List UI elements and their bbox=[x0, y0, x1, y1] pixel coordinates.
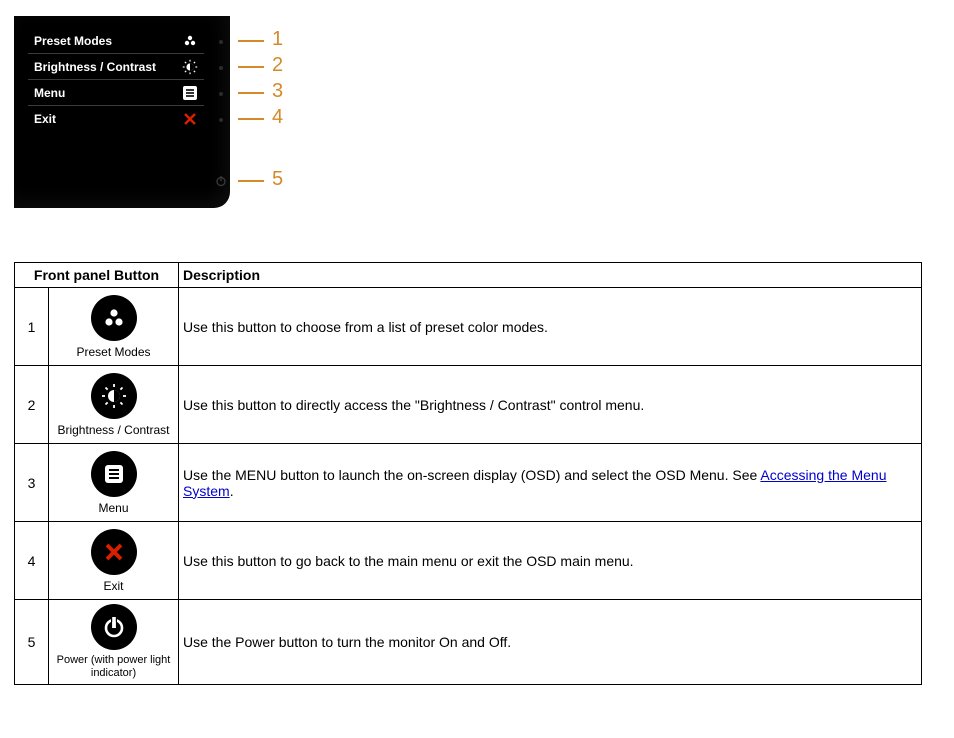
callout-leader bbox=[238, 180, 264, 182]
brightness-contrast-icon bbox=[180, 57, 200, 77]
row-icon-label: Exit bbox=[53, 579, 174, 593]
power-icon bbox=[91, 604, 137, 650]
row-description: Use the MENU button to launch the on-scr… bbox=[179, 444, 922, 522]
osd-label: Brightness / Contrast bbox=[34, 60, 156, 74]
row-description: Use this button to directly access the "… bbox=[179, 366, 922, 444]
row-number: 5 bbox=[15, 600, 49, 685]
row-number: 3 bbox=[15, 444, 49, 522]
callout-leader bbox=[238, 118, 264, 120]
row-icon-label: Menu bbox=[53, 501, 174, 515]
row-icon-cell: Menu bbox=[49, 444, 179, 522]
row-icon-cell: Power (with power light indicator) bbox=[49, 600, 179, 685]
table-row: 4 Exit Use this button to go back to the… bbox=[15, 522, 922, 600]
callout-number: 5 bbox=[272, 168, 283, 191]
table-header-row: Front panel Button Description bbox=[15, 263, 922, 288]
callout-leader bbox=[238, 92, 264, 94]
table-row: 3 Menu Use the MENU button to launch the… bbox=[15, 444, 922, 522]
osd-row-menu[interactable]: Menu bbox=[28, 80, 204, 106]
osd-label: Menu bbox=[34, 86, 65, 100]
table-header-description: Description bbox=[179, 263, 922, 288]
callout-leader bbox=[238, 40, 264, 42]
row-desc-text: . bbox=[230, 483, 234, 499]
table-row: 2 Brightness / Contrast bbox=[15, 366, 922, 444]
callout-leader bbox=[238, 66, 264, 68]
exit-icon bbox=[91, 529, 137, 575]
row-number: 4 bbox=[15, 522, 49, 600]
row-icon-label: Preset Modes bbox=[53, 345, 174, 359]
preset-modes-icon bbox=[91, 295, 137, 341]
table-row: 5 Power (with power light indicator) Use… bbox=[15, 600, 922, 685]
row-description: Use this button to choose from a list of… bbox=[179, 288, 922, 366]
callout-number: 1 bbox=[272, 28, 283, 51]
osd-menu: Preset Modes Brightness / Contrast bbox=[28, 28, 204, 132]
table-row: 1 Preset Modes Use this button to choose… bbox=[15, 288, 922, 366]
row-icon-label: Brightness / Contrast bbox=[53, 423, 174, 437]
callout-number: 4 bbox=[272, 106, 283, 129]
row-icon-cell: Preset Modes bbox=[49, 288, 179, 366]
table-header-button: Front panel Button bbox=[15, 263, 179, 288]
callout-number: 3 bbox=[272, 80, 283, 103]
menu-icon bbox=[180, 83, 200, 103]
preset-modes-icon bbox=[180, 31, 200, 51]
exit-icon bbox=[180, 109, 200, 129]
row-description: Use this button to go back to the main m… bbox=[179, 522, 922, 600]
row-icon-label: Power (with power light indicator) bbox=[53, 654, 174, 680]
row-number: 1 bbox=[15, 288, 49, 366]
monitor-osd-panel: Preset Modes Brightness / Contrast bbox=[14, 16, 230, 208]
osd-row-preset-modes[interactable]: Preset Modes bbox=[28, 28, 204, 54]
row-icon-cell: Brightness / Contrast bbox=[49, 366, 179, 444]
bezel-button-dot bbox=[219, 92, 223, 96]
button-description-table: Front panel Button Description 1 Preset … bbox=[14, 262, 922, 685]
osd-label: Exit bbox=[34, 112, 56, 126]
bezel-power-icon bbox=[214, 174, 228, 188]
bezel-button-dot bbox=[219, 66, 223, 70]
osd-row-exit[interactable]: Exit bbox=[28, 106, 204, 132]
osd-label: Preset Modes bbox=[34, 34, 112, 48]
row-description: Use the Power button to turn the monitor… bbox=[179, 600, 922, 685]
row-number: 2 bbox=[15, 366, 49, 444]
callout-number: 2 bbox=[272, 54, 283, 77]
osd-row-brightness-contrast[interactable]: Brightness / Contrast bbox=[28, 54, 204, 80]
bezel-button-dot bbox=[219, 118, 223, 122]
brightness-contrast-icon bbox=[91, 373, 137, 419]
bezel-button-dot bbox=[219, 40, 223, 44]
menu-icon bbox=[91, 451, 137, 497]
row-icon-cell: Exit bbox=[49, 522, 179, 600]
row-desc-text: Use the MENU button to launch the on-scr… bbox=[183, 467, 760, 483]
